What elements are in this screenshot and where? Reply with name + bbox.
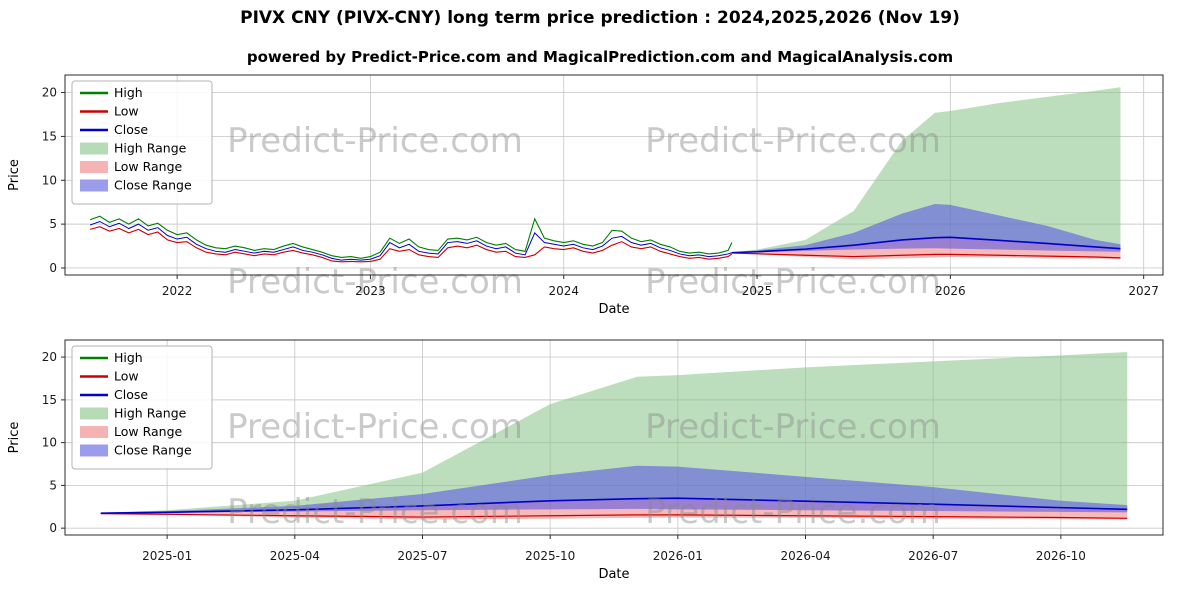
bottom-chart: Predict-Price.com Predict-Price.com Predic…: [7, 339, 1164, 582]
x-axis-label: Date: [598, 302, 629, 317]
y-axis-label: Price: [7, 159, 22, 191]
legend-swatch-high-range: [80, 407, 108, 420]
legend-label: Close: [114, 387, 148, 402]
legend-label: Close: [114, 122, 148, 137]
x-tick-label: 2025-04: [270, 549, 320, 563]
legend: High Low Close High Range Low Range Close Ran…: [71, 345, 213, 470]
watermark: Predict-Price.com: [645, 262, 941, 302]
close-line-prediction: [731, 236, 1121, 254]
high-line-historical: [89, 215, 733, 259]
plot-border: [64, 74, 1164, 276]
y-tick-label: 15: [42, 393, 57, 407]
legend-swatch-low-range: [80, 161, 108, 173]
y-tick-label: 0: [49, 261, 57, 275]
x-tick-label: 2026-01: [653, 549, 703, 563]
watermark: Predict-Price.com: [227, 492, 523, 532]
watermark: Predict-Price.com: [227, 262, 523, 302]
watermark: Predict-Price.com: [227, 407, 523, 447]
y-tick-label: 10: [42, 436, 57, 450]
x-tick-label: 2024: [548, 284, 579, 298]
x-tick-label: 2026-04: [780, 549, 830, 563]
y-tick-label: 15: [42, 129, 57, 143]
x-tick-label: 2026: [935, 284, 966, 298]
y-tick-label: 10: [42, 173, 57, 187]
plot-border: [64, 339, 1164, 536]
legend-label: High Range: [114, 141, 187, 156]
legend-swatch-low-range: [80, 426, 108, 438]
x-tick-label: 2025-07: [397, 549, 447, 563]
close-line-prediction: [100, 497, 1128, 514]
legend: High Low Close High Range Low Range Close Ran…: [71, 80, 213, 205]
legend-label: Low: [114, 104, 139, 119]
x-tick-label: 2025-10: [525, 549, 575, 563]
legend-label: Low: [114, 369, 139, 384]
close-line-historical: [89, 220, 733, 261]
low-line-prediction: [100, 513, 1128, 519]
watermark: Predict-Price.com: [227, 121, 523, 161]
legend-label: High: [114, 350, 143, 365]
high-range-band: [731, 87, 1121, 253]
legend-label: Close Range: [114, 443, 192, 458]
y-tick-label: 0: [49, 521, 57, 535]
legend-label: Low Range: [114, 159, 183, 174]
close-range-band: [731, 203, 1121, 253]
legend-swatch-close-range: [80, 179, 108, 192]
low-line-prediction: [731, 252, 1121, 259]
x-tick-label: 2022: [162, 284, 193, 298]
chart-subtitle: powered by Predict-Price.com and Magical…: [246, 48, 954, 66]
y-tick-label: 20: [42, 350, 57, 364]
page-title: PIVX CNY (PIVX-CNY) long term price pred…: [240, 8, 960, 28]
x-tick-label: 2025: [742, 284, 773, 298]
legend-label: Close Range: [114, 178, 192, 193]
x-axis-label: Date: [598, 567, 629, 582]
watermark: Predict-Price.com: [645, 407, 941, 447]
x-tick-label: 2023: [355, 284, 386, 298]
high-range-band: [100, 351, 1128, 514]
y-tick-label: 5: [49, 478, 57, 492]
close-range-band: [100, 465, 1128, 514]
watermark: Predict-Price.com: [645, 121, 941, 161]
low-line-historical: [89, 226, 733, 263]
x-tick-label: 2025-01: [142, 549, 192, 563]
x-tick-label: 2026-10: [1036, 549, 1086, 563]
legend-label: High: [114, 85, 143, 100]
legend-label: Low Range: [114, 424, 183, 439]
axis-ticks: 0 5 10 15 20 2022 2023 2024 2025 2026 2027: [42, 86, 1159, 298]
y-tick-label: 5: [49, 217, 57, 231]
x-tick-label: 2026-07: [908, 549, 958, 563]
legend-swatch-close-range: [80, 444, 108, 457]
legend-label: High Range: [114, 406, 187, 421]
y-tick-label: 20: [42, 86, 57, 100]
x-tick-label: 2027: [1128, 284, 1159, 298]
y-axis-label: Price: [7, 422, 22, 454]
legend-swatch-high-range: [80, 142, 108, 155]
watermark: Predict-Price.com: [645, 492, 941, 532]
axis-ticks: 0 5 10 15 20 2025-01 2025-04 2025-07 2025-10 2026…: [42, 350, 1086, 563]
top-chart: Predict-Price.com Predict-Price.com Predic…: [7, 74, 1164, 317]
